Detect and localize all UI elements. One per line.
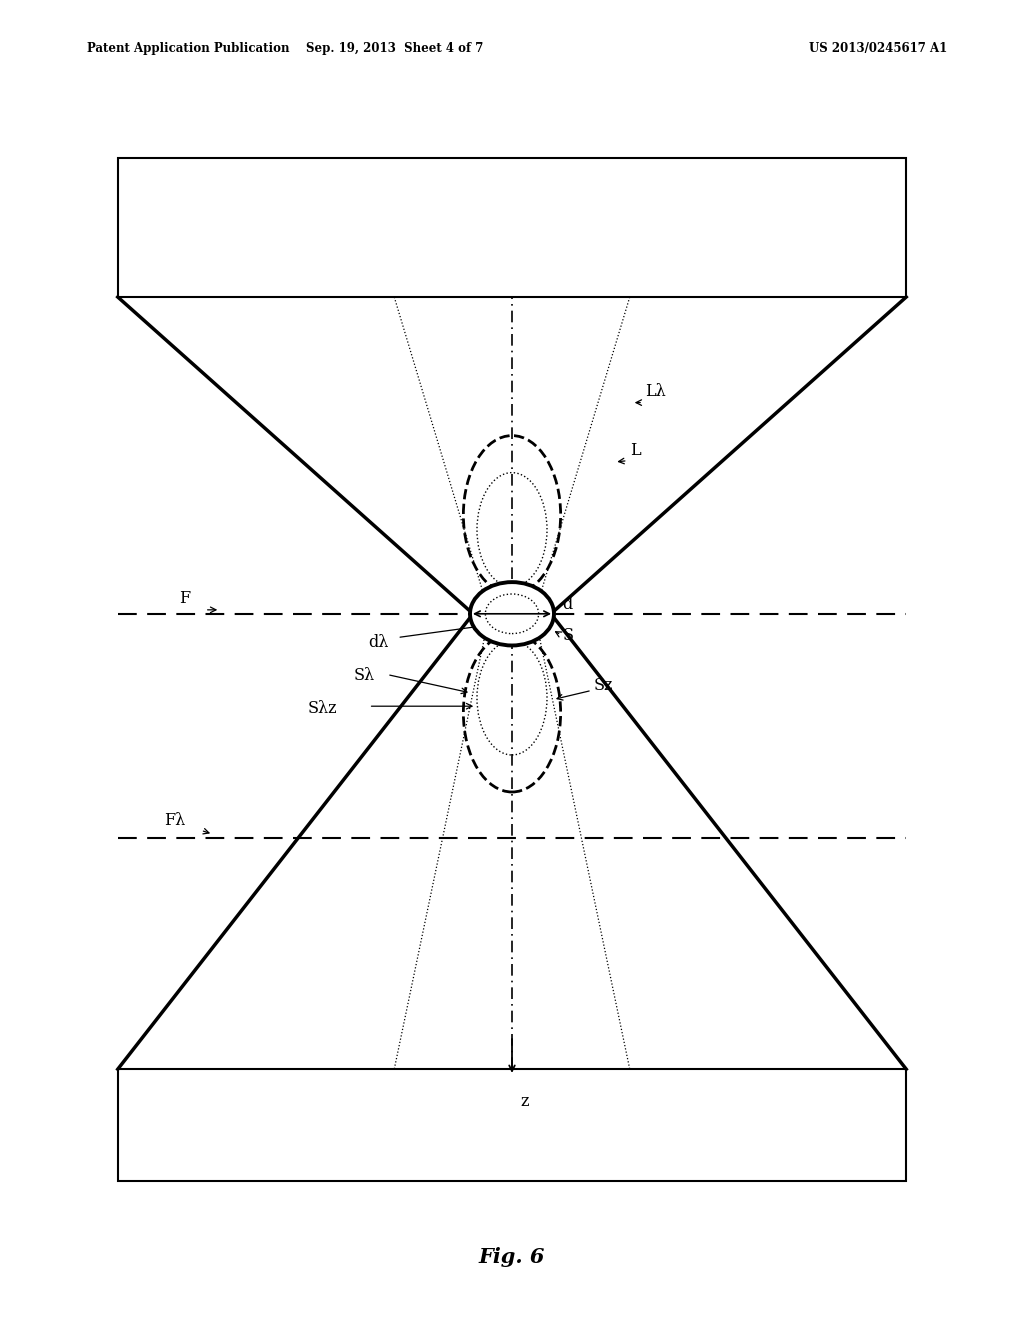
Text: US 2013/0245617 A1: US 2013/0245617 A1 (809, 42, 947, 55)
Text: Sz: Sz (594, 677, 613, 694)
Ellipse shape (470, 582, 554, 645)
Text: F: F (179, 590, 190, 607)
Text: Lλ: Lλ (645, 383, 666, 400)
Text: Fig. 6: Fig. 6 (479, 1247, 545, 1267)
Text: Patent Application Publication: Patent Application Publication (87, 42, 290, 55)
Text: Sλz: Sλz (307, 700, 337, 717)
Text: Sep. 19, 2013  Sheet 4 of 7: Sep. 19, 2013 Sheet 4 of 7 (305, 42, 483, 55)
Text: S: S (562, 627, 573, 644)
Text: L: L (630, 442, 640, 459)
Text: Fλ: Fλ (164, 812, 185, 829)
Text: dλ: dλ (369, 634, 389, 651)
Text: z: z (520, 1093, 528, 1110)
Bar (118, 1069, 906, 1181)
Text: d: d (562, 595, 572, 612)
Text: Sλ: Sλ (353, 667, 375, 684)
Bar (118, 158, 906, 297)
